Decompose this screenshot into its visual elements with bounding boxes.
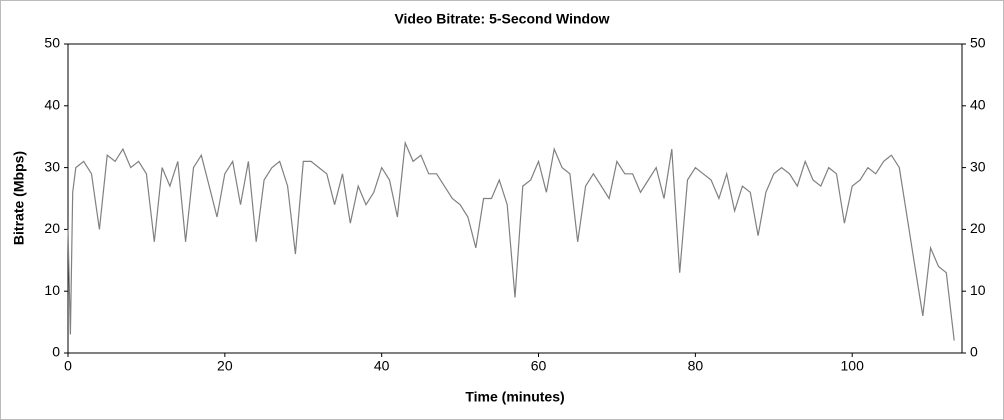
- y-axis-label: Bitrate (Mbps): [11, 151, 27, 245]
- x-tick-label: 100: [841, 358, 865, 374]
- y2-tick-label: 40: [970, 97, 986, 113]
- chart-title: Video Bitrate: 5-Second Window: [394, 11, 609, 27]
- data-line: [67, 140, 955, 341]
- x-tick-label: 20: [217, 358, 233, 374]
- y2-tick-label: 0: [970, 344, 978, 360]
- plot-area: [67, 43, 963, 354]
- x-axis-label: Time (minutes): [465, 389, 564, 405]
- y-tick-label: 20: [44, 220, 60, 236]
- y-tick-label: 0: [52, 344, 60, 360]
- y2-tick-label: 50: [970, 35, 986, 51]
- x-tick-label: 0: [64, 358, 72, 374]
- y2-tick-label: 10: [970, 282, 986, 298]
- y2-tick-label: 20: [970, 220, 986, 236]
- x-tick-label: 80: [688, 358, 704, 374]
- y-tick-label: 10: [44, 282, 60, 298]
- y-tick-label: 50: [44, 35, 60, 51]
- y2-tick-label: 30: [970, 158, 986, 174]
- y-tick-label: 40: [44, 97, 60, 113]
- x-tick-label: 60: [531, 358, 547, 374]
- y-tick-label: 30: [44, 158, 60, 174]
- x-tick-label: 40: [374, 358, 390, 374]
